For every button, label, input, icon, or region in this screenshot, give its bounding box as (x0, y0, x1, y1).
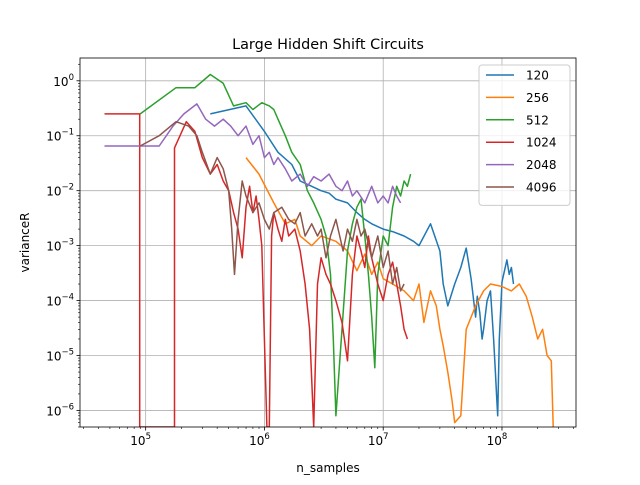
y-tick-exponent: −2 (61, 183, 74, 193)
y-tick-exponent: −4 (61, 293, 74, 303)
legend-label-2048: 2048 (526, 158, 557, 172)
series-line-512 (139, 73, 412, 417)
series-line-2048 (104, 103, 402, 204)
x-axis-label: n_samples (296, 461, 360, 475)
x-tick-exponent: 6 (264, 432, 269, 442)
legend: 120 256 512 1024 2048 4096 (478, 64, 571, 206)
legend-label-512: 512 (526, 113, 549, 127)
chart-title: Large Hidden Shift Circuits (232, 37, 424, 53)
legend-label-256: 256 (526, 91, 549, 105)
y-tick-exponent: −1 (61, 128, 74, 138)
legend-box (478, 64, 571, 206)
y-tick-exponent: −6 (61, 402, 74, 412)
legend-label-4096: 4096 (526, 181, 557, 195)
series-line-256 (245, 157, 554, 427)
series-line-4096 (139, 120, 405, 292)
series-line-120 (210, 105, 515, 417)
x-tick-exponent: 8 (502, 432, 507, 442)
x-tick-exponent: 5 (146, 432, 151, 442)
y-tick-exponent: −3 (61, 238, 74, 248)
y-tick-exponent: 0 (69, 73, 74, 83)
plot-frame (79, 57, 577, 428)
x-tick-exponent: 7 (383, 432, 388, 442)
y-tick-exponent: −5 (61, 348, 74, 358)
legend-label-120: 120 (526, 69, 549, 83)
y-axis-label: varianceR (18, 213, 32, 273)
legend-label-1024: 1024 (526, 136, 557, 150)
series-layer (104, 73, 554, 427)
